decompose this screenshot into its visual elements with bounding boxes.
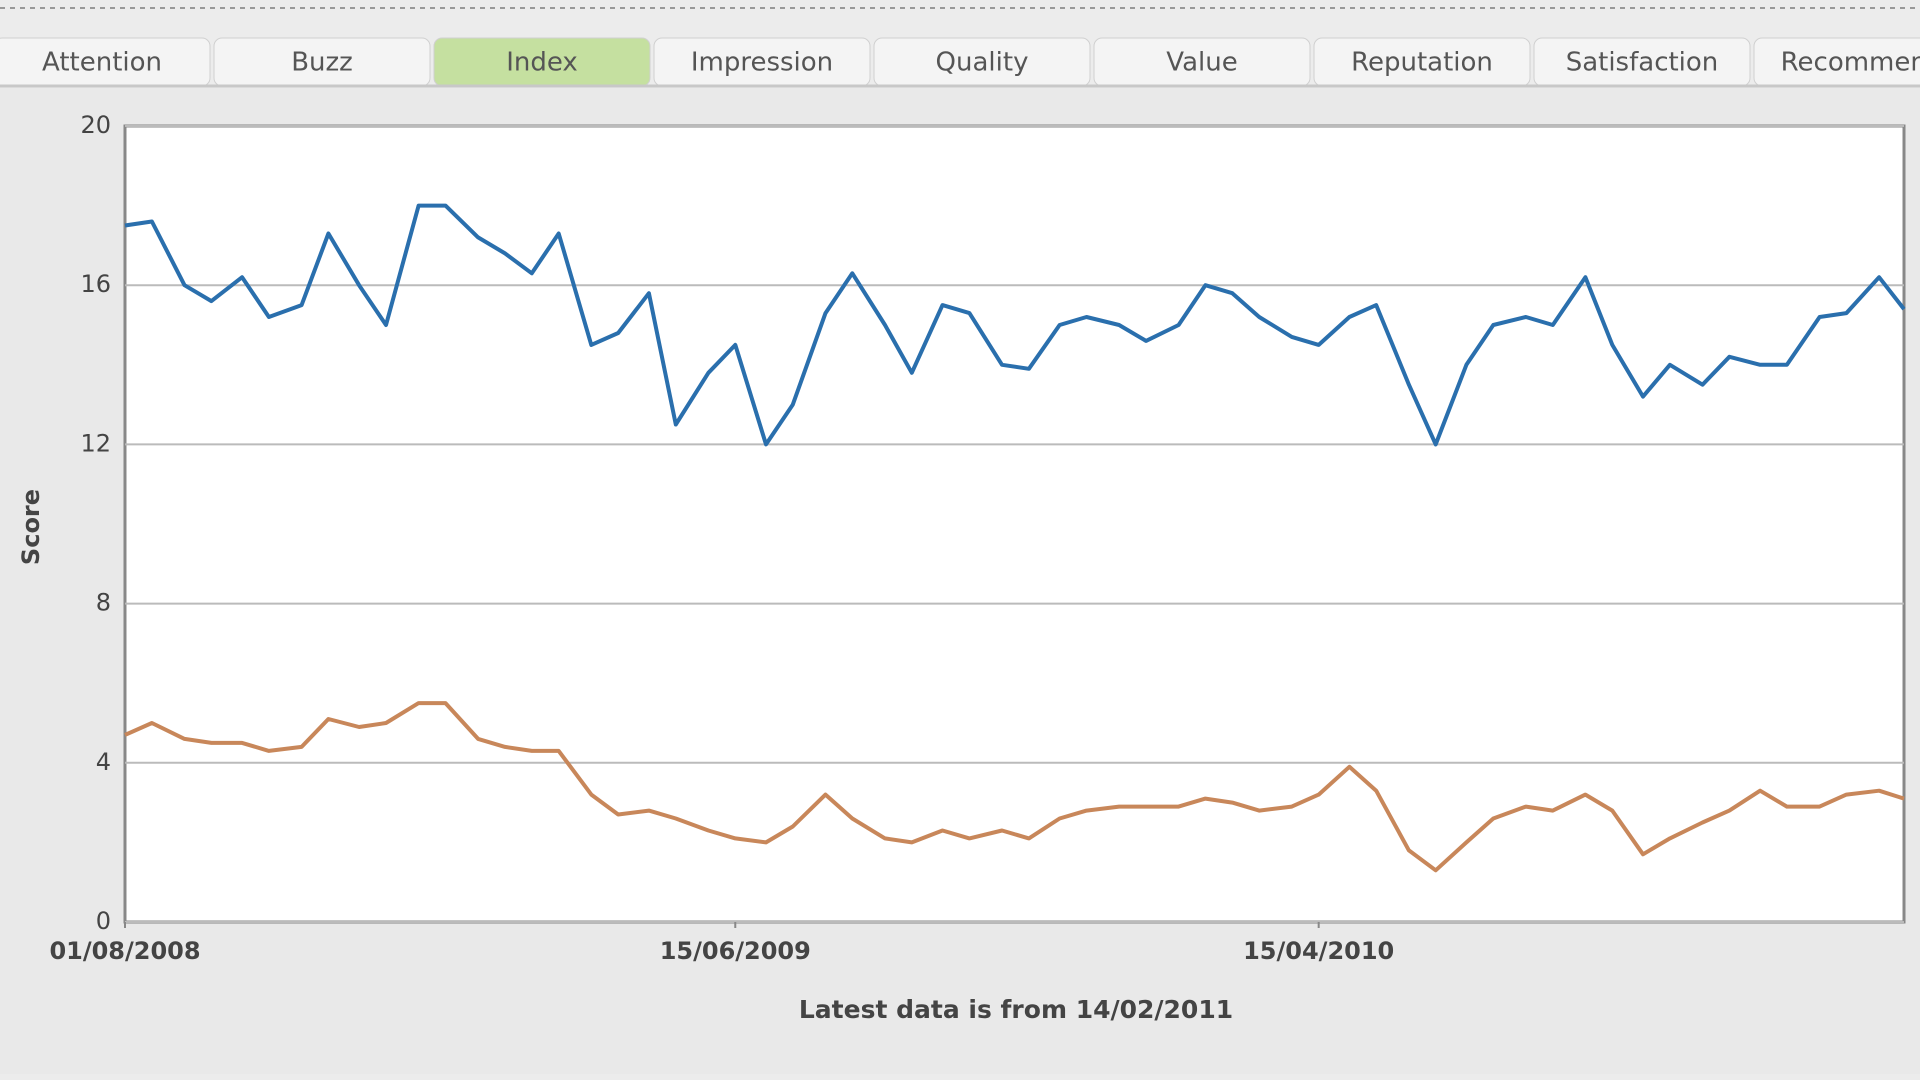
tab-label: Index — [506, 48, 578, 78]
tab[interactable]: Quality — [873, 37, 1091, 87]
tab[interactable]: Recommend — [1753, 37, 1920, 87]
tab-label: Recommend — [1781, 48, 1920, 78]
y-axis-label: Score — [17, 489, 45, 565]
y-tick-label: 12 — [80, 429, 111, 457]
data-line — [124, 203, 1906, 447]
tab[interactable]: Buzz — [213, 37, 431, 87]
tab-label: Impression — [691, 48, 833, 78]
tab[interactable]: Index — [433, 37, 651, 87]
tab[interactable]: Value — [1093, 37, 1311, 87]
x-tick-label: 15/04/2010 — [1243, 937, 1394, 965]
tab[interactable]: Satisfaction — [1533, 37, 1751, 87]
y-tick-label: 16 — [80, 270, 111, 298]
tab[interactable]: Impression — [653, 37, 871, 87]
tab-label: Satisfaction — [1566, 48, 1719, 78]
x-tick-label: 15/06/2009 — [660, 937, 811, 965]
tab-label: Value — [1166, 48, 1237, 78]
x-tick-label: 01/08/2008 — [49, 937, 200, 965]
y-tick-label: 20 — [80, 111, 111, 139]
latest-data-note: Latest data is from 14/02/2011 — [799, 995, 1233, 1024]
tab[interactable]: Reputation — [1313, 37, 1531, 87]
tab-label: Attention — [42, 48, 162, 78]
y-tick-label: 8 — [96, 589, 111, 617]
y-tick-label: 4 — [96, 748, 111, 776]
tab-label: Reputation — [1351, 48, 1493, 78]
y-tick-label: 0 — [96, 907, 111, 935]
tab-label: Buzz — [291, 48, 353, 78]
tab[interactable]: Attention — [0, 37, 211, 87]
data-line — [124, 701, 1905, 873]
tab-label: Quality — [936, 48, 1029, 78]
plot-area — [123, 124, 1906, 924]
